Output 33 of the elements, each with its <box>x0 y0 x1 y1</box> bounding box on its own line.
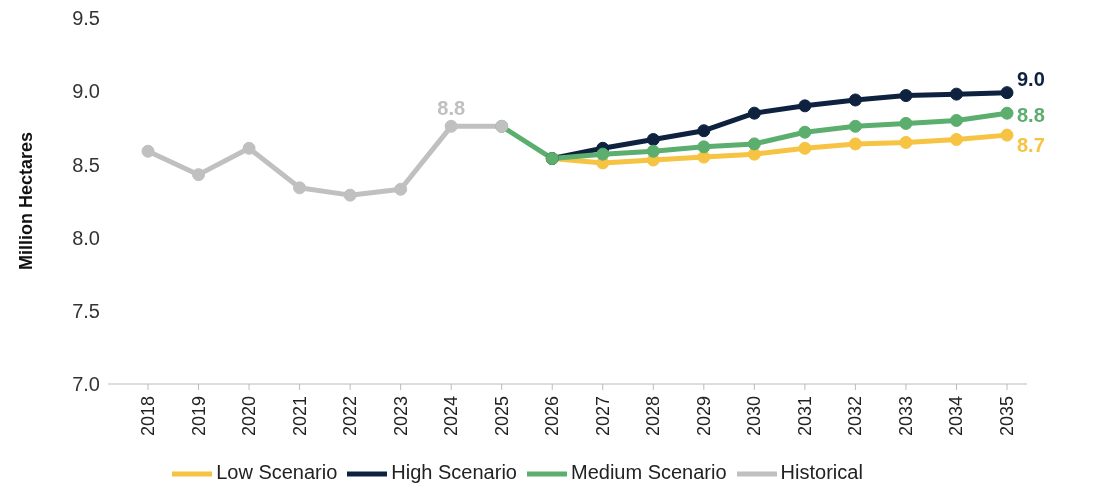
legend-label: Historical <box>780 461 863 484</box>
y-tick-label: 7.5 <box>72 299 100 322</box>
x-tick-label: 2018 <box>138 396 158 437</box>
x-tick-label: 2025 <box>491 396 512 437</box>
legend-label: High Scenario <box>391 461 517 484</box>
data-label: 8.8 <box>1017 104 1045 127</box>
legend-label: Medium Scenario <box>570 461 727 484</box>
y-axis-title: Million Hectares <box>16 131 37 271</box>
data-label: 8.8 <box>437 97 466 120</box>
x-tick-label: 2020 <box>239 396 260 437</box>
data-label: 9.0 <box>1017 67 1045 90</box>
x-tick-label: 2023 <box>390 396 411 437</box>
y-tick-label: 7.0 <box>72 373 100 396</box>
x-tick-label: 2035 <box>997 396 1017 437</box>
y-tick-label: 8.0 <box>72 226 100 249</box>
x-tick-label: 2031 <box>794 396 815 437</box>
x-tick-label: 2021 <box>289 396 310 437</box>
x-tick-label: 2022 <box>340 396 361 437</box>
y-tick-label: 8.5 <box>72 153 100 176</box>
x-tick-label: 2026 <box>542 396 563 437</box>
x-tick-label: 2029 <box>693 396 714 437</box>
x-tick-label: 2027 <box>592 396 613 437</box>
x-tick-label: 2033 <box>895 396 916 437</box>
legend-label: Low Scenario <box>216 461 338 484</box>
x-tick-label: 2032 <box>845 396 866 437</box>
y-tick-label: 9.5 <box>72 7 100 30</box>
x-tick-label: 2030 <box>744 396 765 437</box>
x-tick-label: 2028 <box>643 396 664 437</box>
data-label: 8.7 <box>1017 134 1045 157</box>
x-tick-label: 2019 <box>188 396 209 437</box>
x-tick-label: 2024 <box>441 396 462 437</box>
y-tick-label: 9.0 <box>72 80 100 103</box>
x-tick-label: 2034 <box>946 396 967 437</box>
